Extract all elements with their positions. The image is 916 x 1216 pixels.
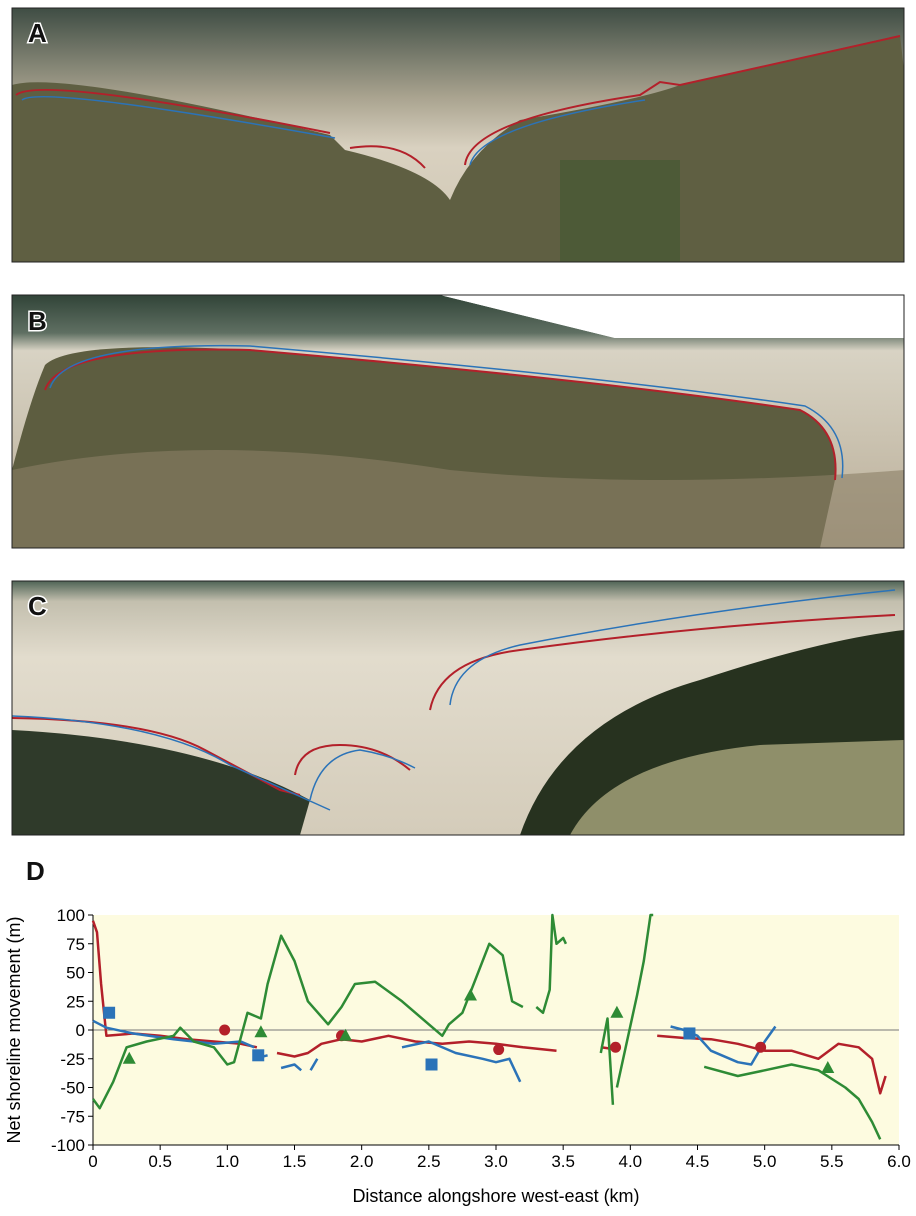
point: [463, 988, 477, 1001]
point: [252, 1049, 265, 1062]
x-tick-label: 0.5: [148, 1152, 172, 1171]
point: [122, 1051, 136, 1064]
point: [493, 1044, 505, 1056]
x-tick-label: 4.5: [686, 1152, 710, 1171]
x-tick-label: 2.0: [350, 1152, 374, 1171]
y-tick-label: -25: [60, 1050, 85, 1069]
y-tick-label: 50: [66, 964, 85, 983]
x-tick-label: 1.0: [216, 1152, 240, 1171]
panel-label: D: [26, 856, 45, 886]
point: [755, 1041, 767, 1053]
y-tick-label: 0: [76, 1021, 85, 1040]
point: [103, 1006, 116, 1019]
y-tick-label: -100: [51, 1136, 85, 1155]
point: [425, 1058, 438, 1071]
panel-label: A: [28, 18, 47, 48]
panel-label: C: [28, 591, 47, 621]
point: [683, 1027, 696, 1040]
point: [219, 1024, 231, 1036]
x-axis-title: Distance alongshore west-east (km): [352, 1186, 639, 1206]
x-tick-label: 5.5: [820, 1152, 844, 1171]
point: [254, 1025, 268, 1038]
x-tick-label: 2.5: [417, 1152, 441, 1171]
x-tick-label: 5.0: [753, 1152, 777, 1171]
y-tick-label: -50: [60, 1079, 85, 1098]
point: [339, 1028, 353, 1041]
y-tick-label: 75: [66, 935, 85, 954]
y-tick-label: 25: [66, 992, 85, 1011]
photo-a: [11, 7, 905, 263]
panel-label: B: [28, 306, 47, 336]
series-line: [91, 913, 882, 1140]
photo-c: [11, 580, 905, 836]
x-tick-label: 0: [88, 1152, 97, 1171]
x-tick-label: 6.0: [887, 1152, 911, 1171]
point: [821, 1060, 835, 1073]
x-tick-label: 4.0: [619, 1152, 643, 1171]
photo-b: [11, 294, 905, 549]
point: [610, 1041, 622, 1053]
point: [610, 1005, 624, 1018]
y-tick-label: 100: [57, 906, 85, 925]
x-tick-label: 3.0: [484, 1152, 508, 1171]
x-tick-label: 1.5: [283, 1152, 307, 1171]
y-axis-title: Net shoreline movement (m): [4, 916, 24, 1143]
y-tick-label: -75: [60, 1107, 85, 1126]
x-tick-label: 3.5: [551, 1152, 575, 1171]
